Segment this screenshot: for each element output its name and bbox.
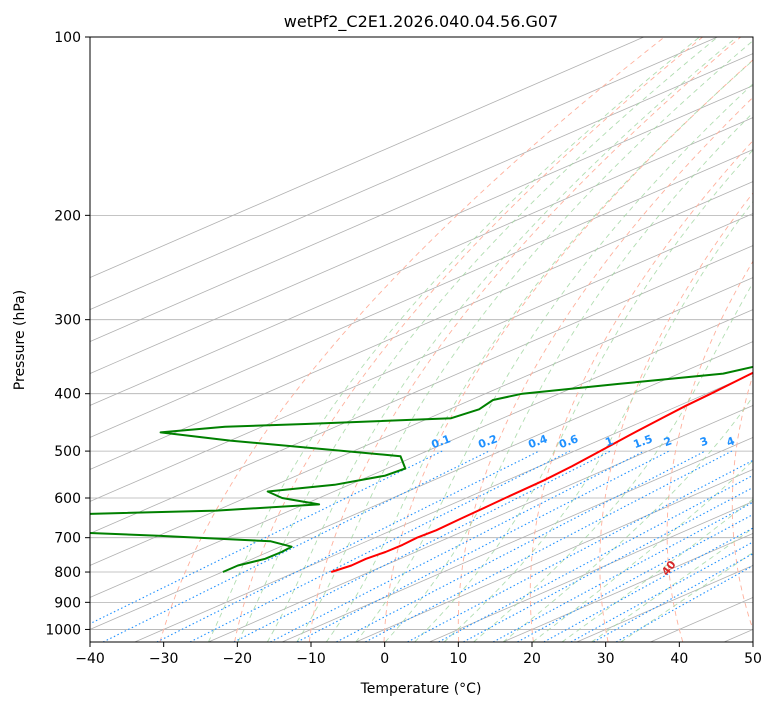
y-tick-label: 700 bbox=[54, 531, 81, 547]
y-tick-label: 100 bbox=[54, 30, 81, 46]
y-tick-label: 800 bbox=[54, 565, 81, 581]
x-tick-label: 50 bbox=[744, 651, 762, 667]
x-tick-label: 10 bbox=[449, 651, 467, 667]
y-tick-label: 600 bbox=[54, 491, 81, 507]
y-axis-label: Pressure (hPa) bbox=[12, 290, 28, 390]
x-axis-label: Temperature (°C) bbox=[360, 681, 482, 697]
x-tick-label: 0 bbox=[380, 651, 389, 667]
y-tick-label: 400 bbox=[54, 387, 81, 403]
x-tick-label: −20 bbox=[223, 651, 253, 667]
chart-title: wetPf2_C2E1.2026.040.04.56.G07 bbox=[284, 12, 558, 32]
x-tick-label: −30 bbox=[149, 651, 179, 667]
y-tick-label: 300 bbox=[54, 313, 81, 329]
y-tick-label: 200 bbox=[54, 208, 81, 224]
x-tick-label: −40 bbox=[75, 651, 105, 667]
y-tick-label: 500 bbox=[54, 444, 81, 460]
x-tick-label: 20 bbox=[523, 651, 541, 667]
y-tick-label: 1000 bbox=[45, 622, 81, 638]
x-tick-label: −10 bbox=[296, 651, 326, 667]
x-tick-label: 30 bbox=[597, 651, 615, 667]
y-tick-label: 900 bbox=[54, 595, 81, 611]
x-tick-label: 40 bbox=[670, 651, 688, 667]
